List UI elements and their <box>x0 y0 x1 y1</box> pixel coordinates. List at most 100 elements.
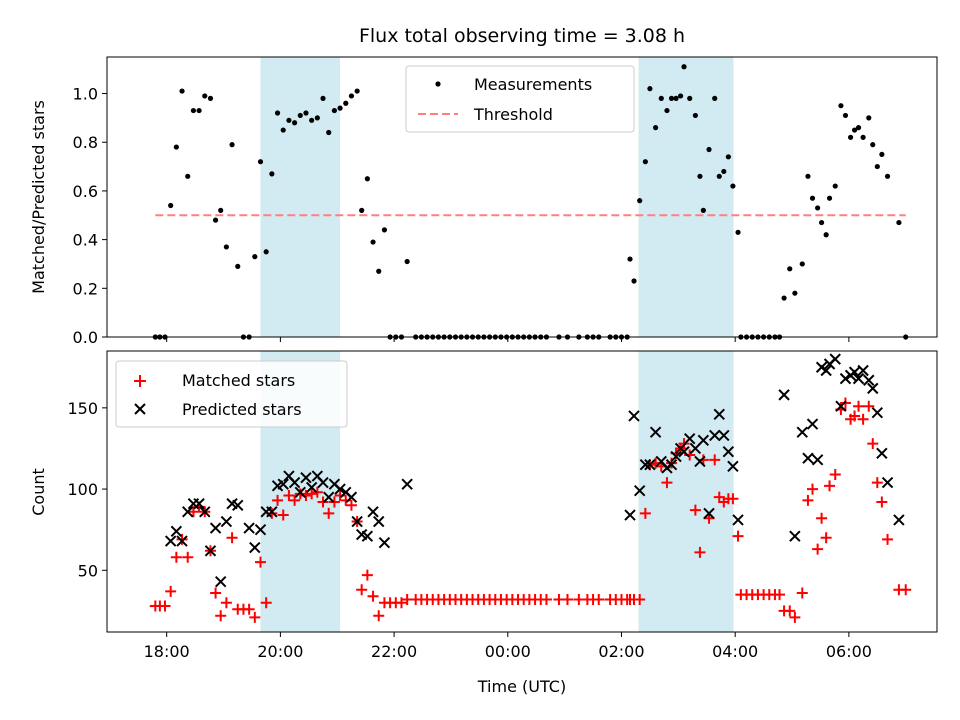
measurement-point <box>787 266 793 272</box>
measurement-point <box>647 86 653 92</box>
matched-star-point <box>356 584 368 596</box>
x-tick-label: 22:00 <box>371 642 417 661</box>
x-axis-label: Time (UTC) <box>477 677 566 696</box>
predicted-star-point <box>232 499 244 512</box>
measurement-point <box>678 93 684 99</box>
x-tick-label: 02:00 <box>598 642 644 661</box>
measurement-point <box>404 258 410 265</box>
measurement-point <box>692 112 698 119</box>
measurement-point <box>832 183 838 189</box>
measurement-point <box>235 263 241 269</box>
predicted-star-point <box>713 408 725 421</box>
matched-star-point <box>220 597 232 609</box>
measurement-point <box>681 64 687 70</box>
measurement-point <box>207 95 214 101</box>
matched-star-point <box>796 587 808 599</box>
legend-label-measurements: Measurements <box>474 75 592 94</box>
matched-star-point <box>328 496 340 508</box>
matched-star-point <box>317 496 329 508</box>
predicted-star-point <box>243 522 255 534</box>
bottom-y-tick-label: 150 <box>67 399 98 418</box>
predicted-star-point <box>852 372 865 385</box>
matched-star-point <box>283 490 295 502</box>
measurement-point <box>326 129 332 136</box>
predicted-star-point <box>373 515 385 528</box>
measurement-point <box>314 115 320 121</box>
matched-star-point <box>367 590 379 602</box>
measurement-point <box>376 268 382 274</box>
predicted-star-point <box>334 483 346 495</box>
measurement-point <box>627 256 633 262</box>
matched-star-point <box>689 504 701 516</box>
predicted-star-point <box>182 506 194 518</box>
measurement-point <box>851 127 858 133</box>
predicted-star-point <box>277 478 289 490</box>
measurement-point <box>818 219 825 226</box>
predicted-star-point <box>361 530 374 542</box>
predicted-star-point <box>649 426 662 438</box>
measurement-point <box>364 176 370 182</box>
bottom-y-axis-label: Count <box>29 468 48 516</box>
matched-star-point <box>243 603 255 615</box>
measurement-point <box>842 112 849 119</box>
measurement-point <box>706 146 712 153</box>
top-y-tick-label: 0.6 <box>73 182 98 201</box>
chart-title: Flux total observing time = 3.08 h <box>359 25 685 47</box>
measurement-point <box>229 142 235 148</box>
matched-star-point <box>807 483 818 495</box>
top-y-tick-label: 0.2 <box>73 279 98 298</box>
matched-star-point <box>853 400 865 412</box>
measurement-point <box>642 159 648 165</box>
measurement-point <box>348 93 355 99</box>
matched-star-point <box>294 488 306 500</box>
top-y-axis-label: Matched/Predicted stars <box>29 100 48 294</box>
measurement-point <box>664 107 670 114</box>
measurement-point <box>716 173 722 179</box>
x-tick-label: 20:00 <box>257 642 303 661</box>
bottom-y-tick-label: 50 <box>78 561 98 580</box>
predicted-star-point <box>867 382 879 395</box>
matched-star-point <box>311 486 323 498</box>
measurement-point <box>658 95 664 101</box>
matched-star-point <box>277 509 289 521</box>
predicted-star-point <box>249 541 261 554</box>
measurement-point <box>168 202 174 209</box>
measurement-point <box>218 207 224 213</box>
measurement-point <box>652 125 659 131</box>
measurement-point <box>202 93 208 99</box>
predicted-star-point <box>345 491 358 503</box>
measurement-point <box>343 100 349 106</box>
predicted-star-point <box>709 429 721 442</box>
measurement-point <box>668 95 675 101</box>
matched-star-point <box>593 594 605 606</box>
predicted-star-point <box>317 476 329 489</box>
top-legend: Measurements Threshold <box>405 65 635 133</box>
top-y-tick-label: 0.8 <box>73 133 98 152</box>
predicted-star-point <box>683 433 696 445</box>
predicted-star-point <box>164 535 177 547</box>
predicted-star-point <box>628 410 640 422</box>
measurement-point <box>721 168 727 175</box>
measurement-point <box>860 134 866 140</box>
matched-star-point <box>802 494 814 506</box>
measurement-point <box>735 229 741 235</box>
predicted-star-point <box>722 445 735 458</box>
measurement-point <box>799 261 805 267</box>
predicted-star-point <box>857 364 869 377</box>
measurement-point <box>320 95 326 101</box>
measurement-point <box>631 278 637 284</box>
predicted-star-point <box>294 486 306 499</box>
matched-star-point <box>820 532 832 544</box>
predicted-star-point <box>401 478 413 490</box>
matched-star-point <box>900 584 912 596</box>
measurement-point <box>697 173 703 179</box>
measurement-point <box>303 110 309 116</box>
predicted-star-point <box>703 507 715 520</box>
matched-star-point <box>260 597 272 609</box>
legend-label-predicted: Predicted stars <box>182 400 302 419</box>
measurement-point <box>815 205 821 211</box>
measurement-point <box>370 239 376 245</box>
x-tick-label: 18:00 <box>144 642 190 661</box>
matched-star-point <box>226 532 238 544</box>
measurement-point <box>190 107 197 114</box>
